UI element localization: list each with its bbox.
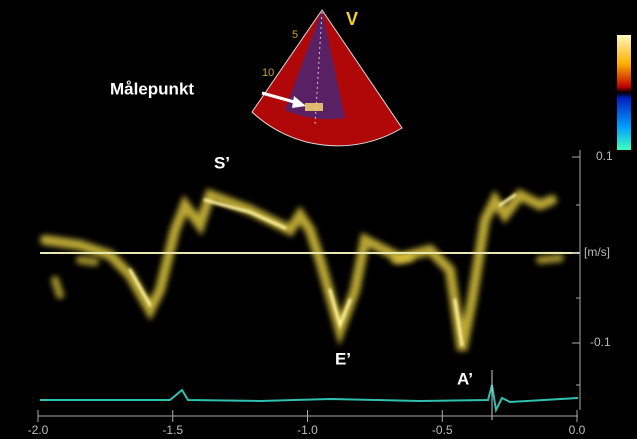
svg-text:5: 5 <box>292 29 298 41</box>
scale-unit: [m/s] <box>584 245 610 259</box>
a-wave-label: A’ <box>457 369 473 388</box>
x-tick-label: -2.0 <box>28 423 49 437</box>
x-tick-label: 0.0 <box>569 423 586 437</box>
page: 5 10 V Målepunkt S’ E’ A’ 0.1 [m/s] -0.1… <box>0 0 637 439</box>
x-tick-label: -1.0 <box>297 423 318 437</box>
x-tick-label: -0.5 <box>432 423 453 437</box>
x-tick-label: -1.5 <box>162 423 183 437</box>
svg-text:10: 10 <box>262 67 274 79</box>
e-wave-label: E’ <box>335 349 351 368</box>
doppler-screen: 5 10 V Målepunkt S’ E’ A’ 0.1 [m/s] -0.1… <box>0 0 637 439</box>
scale-bottom: -0.1 <box>590 335 611 349</box>
s-wave-label: S’ <box>214 153 230 172</box>
sector-mark: V <box>346 9 358 29</box>
measure-label: Målepunkt <box>110 79 194 98</box>
scale-top: 0.1 <box>596 149 613 163</box>
color-bar <box>617 35 631 150</box>
